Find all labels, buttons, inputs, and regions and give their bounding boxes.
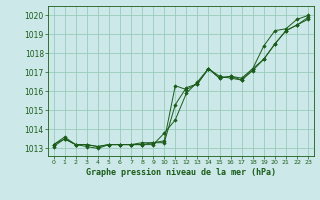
X-axis label: Graphe pression niveau de la mer (hPa): Graphe pression niveau de la mer (hPa) xyxy=(86,168,276,177)
